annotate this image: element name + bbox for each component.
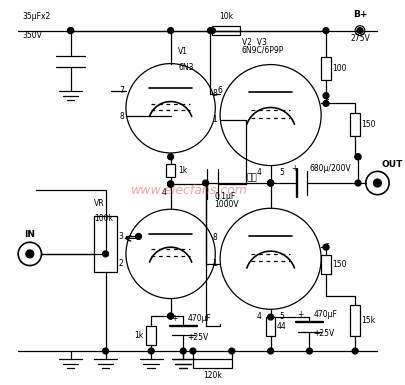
Bar [166,164,175,177]
Text: 6N9C/6P9P: 6N9C/6P9P [241,46,284,55]
Text: 6: 6 [217,86,222,95]
Circle shape [357,28,363,33]
Text: 44: 44 [277,322,286,331]
Circle shape [168,181,173,187]
Text: 4: 4 [256,169,261,177]
Circle shape [168,181,173,187]
Circle shape [268,180,273,186]
Circle shape [168,313,173,319]
Circle shape [307,348,312,354]
Circle shape [352,348,358,354]
Circle shape [355,180,361,186]
Text: 1: 1 [213,259,217,268]
Circle shape [68,28,74,33]
Text: 100: 100 [332,64,346,73]
Circle shape [102,251,109,257]
Bar [266,317,275,336]
Circle shape [323,100,329,106]
Circle shape [68,28,74,33]
Text: VR: VR [94,199,104,208]
Text: 150: 150 [361,120,375,129]
Text: 5: 5 [280,312,285,321]
Text: 100k: 100k [94,214,113,223]
Text: B+: B+ [353,10,367,19]
Circle shape [168,28,173,33]
Circle shape [26,250,34,258]
Bar [212,26,240,35]
Circle shape [168,154,173,160]
Text: 35μFx2: 35μFx2 [22,12,50,21]
Circle shape [355,154,361,160]
Text: 275V: 275V [350,35,370,44]
Bar [321,255,331,274]
Circle shape [180,348,186,354]
Text: 470μF: 470μF [313,310,337,319]
Text: 1000V: 1000V [214,199,239,209]
Text: 1: 1 [213,116,217,124]
Text: OUT: OUT [382,161,403,169]
Text: 4: 4 [162,188,167,197]
Text: IN: IN [24,230,35,239]
Text: 1k: 1k [134,331,143,340]
Text: 6N3: 6N3 [178,63,194,72]
Circle shape [102,348,109,354]
Circle shape [373,179,382,187]
Text: 10k: 10k [219,12,233,21]
Circle shape [268,180,273,186]
Text: +: + [292,164,298,173]
Text: 8: 8 [213,89,217,98]
Text: +: + [297,310,304,319]
Bar [350,113,360,136]
Text: 350V: 350V [22,30,42,40]
Text: 油浸: 油浸 [246,173,257,182]
Text: 120k: 120k [203,372,222,380]
Text: 8: 8 [119,112,124,121]
Circle shape [136,234,141,239]
Circle shape [168,181,173,187]
Text: +25V: +25V [313,329,335,338]
Bar [193,359,232,368]
Bar [146,326,156,345]
Bar [321,57,331,80]
Text: +: + [171,314,177,323]
Text: 3: 3 [118,232,123,241]
Circle shape [355,154,361,160]
Circle shape [207,28,213,33]
Text: 15k: 15k [361,316,375,325]
Bar [350,305,360,336]
Text: 5: 5 [280,169,285,177]
Circle shape [209,28,215,33]
Circle shape [148,348,154,354]
Text: 470μF: 470μF [187,314,211,323]
Circle shape [202,180,209,186]
Text: V1: V1 [178,47,188,56]
Text: 680μ/200V: 680μ/200V [309,164,351,173]
Text: 0.1μF: 0.1μF [214,192,236,201]
Circle shape [229,348,235,354]
Text: +25V: +25V [187,333,209,341]
Text: 1k: 1k [178,166,188,175]
Text: www.elecfans.com: www.elecfans.com [131,184,248,197]
Circle shape [190,348,196,354]
Text: 6: 6 [324,99,329,108]
Text: 7: 7 [119,86,124,95]
Circle shape [323,93,329,99]
Text: V2  V3: V2 V3 [241,38,266,47]
Text: 6: 6 [324,243,329,252]
Text: 4: 4 [256,312,261,321]
Text: 2: 2 [118,259,123,268]
Circle shape [268,314,273,320]
Circle shape [323,28,329,33]
Text: 150: 150 [332,260,346,269]
Circle shape [268,348,273,354]
Bar [94,216,117,272]
Circle shape [268,180,273,186]
Circle shape [323,244,329,250]
Text: 8: 8 [213,233,217,242]
Circle shape [168,313,173,319]
